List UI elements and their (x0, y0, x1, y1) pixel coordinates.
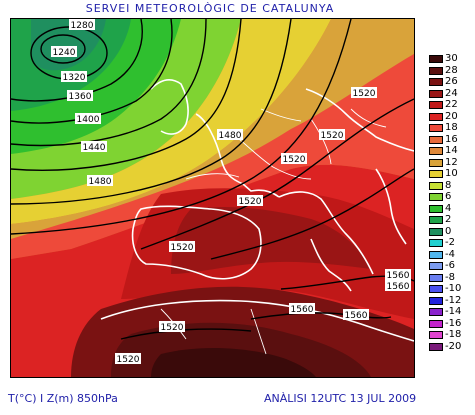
legend-swatch (429, 158, 443, 167)
legend-swatch (429, 308, 443, 316)
legend-label: -14 (445, 306, 462, 317)
legend-label: -8 (445, 271, 455, 283)
coastlines (100, 79, 414, 342)
svg-text:1520: 1520 (321, 131, 344, 141)
legend-swatch (429, 112, 443, 121)
legend-label: 24 (445, 87, 458, 99)
legend-swatch (429, 285, 443, 293)
legend-swatch (429, 193, 443, 201)
contour-label: 1520 (281, 153, 307, 165)
contour-label: 1520 (159, 321, 185, 333)
contour-label: 1520 (169, 241, 195, 253)
legend-label: -18 (445, 329, 462, 340)
legend-label: 8 (445, 179, 452, 191)
svg-text:1480: 1480 (219, 131, 242, 141)
legend-swatch (429, 66, 443, 75)
legend-label: 4 (445, 202, 452, 214)
svg-text:1440: 1440 (83, 143, 106, 153)
legend-swatch (429, 342, 443, 351)
legend-label: 12 (445, 156, 458, 168)
svg-text:1560: 1560 (345, 311, 368, 321)
legend-swatch (429, 181, 443, 190)
legend-swatch (429, 170, 443, 178)
contour-label: 1560 (343, 309, 369, 321)
legend-swatch (429, 262, 443, 270)
legend-label: 18 (445, 122, 458, 133)
geopotential-contours (11, 19, 414, 340)
legend-swatch (429, 124, 443, 132)
legend-swatch (429, 319, 443, 328)
legend-swatch (429, 239, 443, 247)
svg-text:1560: 1560 (291, 305, 314, 315)
contour-label: 1560 (385, 269, 411, 281)
legend-label: -4 (445, 248, 455, 260)
analysis-time: ANÀLISI 12UTC 13 JUL 2009 (264, 392, 417, 405)
svg-text:1360: 1360 (69, 92, 92, 102)
contour-label: 1440 (81, 141, 107, 153)
contour-label: 1520 (319, 129, 345, 141)
legend-label: 2 (445, 214, 452, 225)
contour-label: 1560 (385, 280, 411, 292)
svg-text:1520: 1520 (171, 243, 194, 253)
contour-labels: 1280 1240 1320 1360 1400 1440 1480 1480 … (51, 19, 411, 365)
legend-label: -2 (445, 237, 455, 248)
svg-text:1280: 1280 (71, 21, 94, 31)
variable-label: T(°C) I Z(m) 850hPa (8, 392, 118, 405)
svg-text:1520: 1520 (161, 323, 184, 333)
legend-label: 22 (445, 99, 458, 110)
svg-text:1560: 1560 (387, 282, 410, 292)
service-title: SERVEI METEOROLÒGIC DE CATALUNYA (85, 2, 335, 15)
legend-label: 0 (445, 225, 452, 237)
legend-swatch (429, 250, 443, 259)
svg-text:1520: 1520 (353, 89, 376, 99)
contour-label: 1560 (289, 303, 315, 315)
legend-swatch (429, 273, 443, 282)
contour-label: 1280 (69, 19, 95, 31)
svg-text:1480: 1480 (89, 177, 112, 187)
legend-label: 14 (445, 145, 458, 156)
legend-label: -16 (445, 317, 462, 329)
legend-swatch (429, 296, 443, 305)
svg-text:1520: 1520 (117, 355, 140, 365)
contour-label: 1520 (237, 195, 263, 207)
contour-label: 1480 (87, 175, 113, 187)
contour-label: 1360 (67, 90, 93, 102)
contour-label: 1520 (351, 87, 377, 99)
legend-swatch (429, 55, 443, 63)
contour-label: 1520 (115, 353, 141, 365)
svg-text:1320: 1320 (63, 73, 86, 83)
legend-label: 20 (445, 110, 458, 122)
legend-swatch (429, 101, 443, 109)
contour-label: 1240 (51, 46, 77, 58)
contour-label: 1320 (61, 71, 87, 83)
contour-label: 1480 (217, 129, 243, 141)
legend-label: -12 (445, 294, 462, 306)
legend-label: -20 (445, 340, 462, 352)
legend-swatch (429, 135, 443, 144)
legend-label: 26 (445, 76, 458, 87)
legend-swatch (429, 147, 443, 155)
legend-label: 16 (445, 133, 458, 145)
legend-swatch (429, 331, 443, 339)
legend-label: 30 (445, 53, 458, 64)
svg-text:1240: 1240 (53, 48, 76, 58)
legend-swatch (429, 227, 443, 236)
svg-text:1520: 1520 (283, 155, 306, 165)
weather-map: 1280 1240 1320 1360 1400 1440 1480 1480 … (10, 18, 415, 378)
legend-label: -10 (445, 283, 462, 294)
legend-swatch (429, 78, 443, 86)
legend-swatch (429, 89, 443, 98)
svg-text:1560: 1560 (387, 271, 410, 281)
legend-label: 28 (445, 64, 458, 76)
legend-swatch (429, 204, 443, 213)
legend-swatch (429, 216, 443, 224)
legend-label: 6 (445, 191, 452, 202)
contour-label: 1400 (75, 113, 101, 125)
svg-text:1520: 1520 (239, 197, 262, 207)
legend-label: -6 (445, 260, 455, 271)
legend-label: 10 (445, 168, 458, 179)
svg-text:1400: 1400 (77, 115, 100, 125)
